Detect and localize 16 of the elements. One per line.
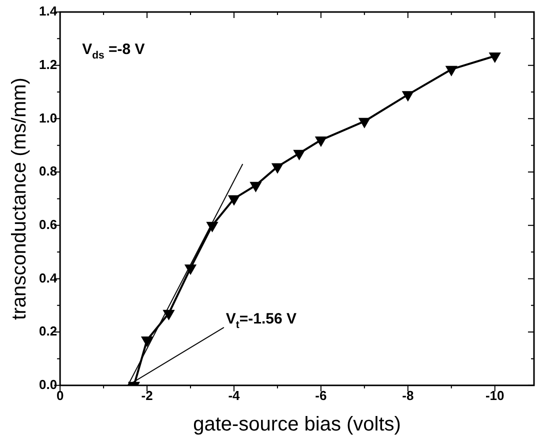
x-tick-label: -2 bbox=[141, 388, 153, 403]
y-tick-label: 0.2 bbox=[38, 324, 58, 339]
y-axis-title: transconductance (ms/mm) bbox=[8, 78, 31, 320]
x-tick-label: -4 bbox=[228, 388, 241, 403]
y-tick-label: 1.2 bbox=[38, 56, 58, 72]
y-tick-label: 0.6 bbox=[38, 216, 58, 232]
y-tick-label: 1.0 bbox=[38, 110, 58, 126]
x-axis-title: gate-source bias (volts) bbox=[193, 414, 401, 436]
y-tick-label: 1.4 bbox=[38, 4, 58, 19]
y-tick-label: 0.8 bbox=[38, 164, 58, 179]
x-tick-label: 0 bbox=[56, 388, 64, 403]
x-tick-label: -6 bbox=[315, 388, 327, 403]
y-tick-label: 0.0 bbox=[38, 376, 58, 392]
y-tick-label: 0.4 bbox=[38, 270, 58, 286]
x-tick-label: -10 bbox=[485, 388, 504, 403]
x-tick-label: -8 bbox=[402, 388, 414, 403]
